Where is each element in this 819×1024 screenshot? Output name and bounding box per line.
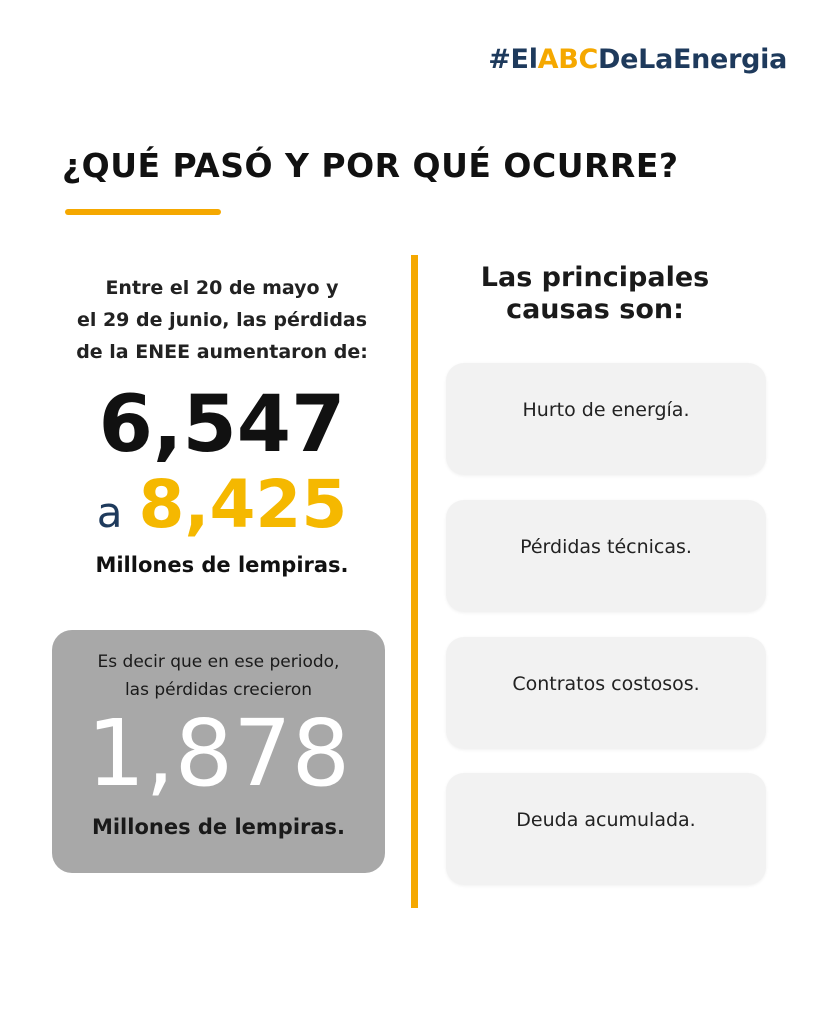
cause-card: Hurto de energía. — [446, 363, 766, 475]
to-amount: 8,425 — [138, 466, 348, 543]
intro-line: de la ENEE aumentaron de: — [76, 341, 368, 363]
hashtag-part: DeLaEnergia — [598, 44, 787, 75]
intro-line: el 29 de junio, las pérdidas — [76, 309, 368, 331]
summary-box — [52, 630, 385, 873]
intro-line: Entre el 20 de mayo y — [105, 277, 339, 299]
cause-card: Pérdidas técnicas. — [446, 500, 766, 612]
summary-line: las pérdidas crecieron — [124, 680, 313, 700]
cause: Deuda acumulada. — [516, 809, 696, 831]
cause: Pérdidas técnicas. — [520, 536, 692, 558]
range: a 8,425 — [30, 466, 414, 543]
cause-card: Contratos costosos. — [446, 637, 766, 749]
from-amount: 6,547 — [98, 380, 346, 470]
cause: Contratos costosos. — [512, 673, 700, 695]
summary-line: Es decir que en ese periodo, — [97, 652, 340, 672]
hashtag: #ElABCDeLaEnergia — [488, 44, 787, 75]
summary-unit: Millones de lempiras. — [91, 815, 346, 839]
causes-heading: Las principales causas son: — [430, 262, 760, 326]
hashtag-part: #El — [488, 44, 538, 75]
summary-amount: 1,878 — [86, 700, 351, 807]
intro: Entre el 20 de mayo y el 29 de junio, la… — [30, 272, 414, 368]
unit: Millones de lempiras. — [95, 553, 349, 577]
connector: a — [96, 488, 123, 537]
title-underline — [65, 209, 221, 215]
cause-card: Deuda acumulada. — [446, 773, 766, 885]
hashtag-part: ABC — [537, 44, 599, 75]
cause: Hurto de energía. — [522, 399, 690, 421]
title: ¿QUÉ PASÓ Y POR QUÉ OCURRE? — [62, 146, 679, 185]
summary-text: Es decir que en ese periodo, las pérdida… — [52, 648, 385, 704]
heading-line: causas son: — [506, 294, 684, 325]
divider — [411, 255, 418, 908]
heading-line: Las principales — [480, 262, 710, 293]
